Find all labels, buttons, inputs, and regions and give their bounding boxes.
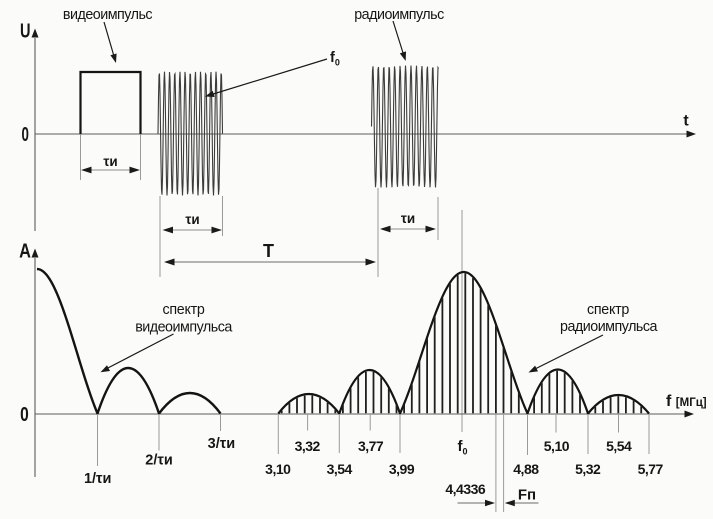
svg-text:3,99: 3,99 <box>389 461 415 477</box>
svg-text:f0: f0 <box>330 50 340 68</box>
svg-text:5,77: 5,77 <box>638 461 664 477</box>
svg-text:τи: τи <box>401 211 415 226</box>
svg-text:видеоимпульс: видеоимпульс <box>63 7 153 23</box>
svg-text:0: 0 <box>20 404 29 426</box>
svg-text:3,10: 3,10 <box>265 461 291 477</box>
svg-text:U: U <box>20 21 31 43</box>
svg-text:5,10: 5,10 <box>544 438 570 454</box>
svg-text:T: T <box>263 241 274 261</box>
svg-text:3,32: 3,32 <box>295 438 321 454</box>
svg-text:радиоимпульс: радиоимпульс <box>354 7 444 23</box>
svg-text:спектр: спектр <box>163 302 205 318</box>
svg-text:5,32: 5,32 <box>575 461 601 477</box>
svg-text:f0: f0 <box>457 438 467 457</box>
svg-text:2/τи: 2/τи <box>145 453 172 469</box>
svg-text:1/τи: 1/τи <box>84 471 111 487</box>
svg-text:радиоимпульса: радиоимпульса <box>560 319 658 335</box>
svg-text:5,54: 5,54 <box>606 438 632 454</box>
svg-text:0: 0 <box>22 124 29 146</box>
svg-text:A: A <box>19 241 31 263</box>
svg-text:3,54: 3,54 <box>327 461 353 477</box>
svg-text:3/τи: 3/τи <box>208 436 235 452</box>
svg-text:спектр: спектр <box>587 302 629 318</box>
svg-text:3,77: 3,77 <box>358 438 384 454</box>
svg-text:видеоимпульса: видеоимпульса <box>135 320 232 336</box>
svg-text:f [МГц]: f [МГц] <box>666 393 707 410</box>
svg-text:τи: τи <box>103 154 117 169</box>
svg-text:Fп: Fп <box>518 487 536 504</box>
svg-text:4,4336: 4,4336 <box>445 481 486 497</box>
svg-text:4,88: 4,88 <box>513 461 539 477</box>
svg-text:τи: τи <box>185 212 199 227</box>
svg-text:t: t <box>683 113 689 130</box>
